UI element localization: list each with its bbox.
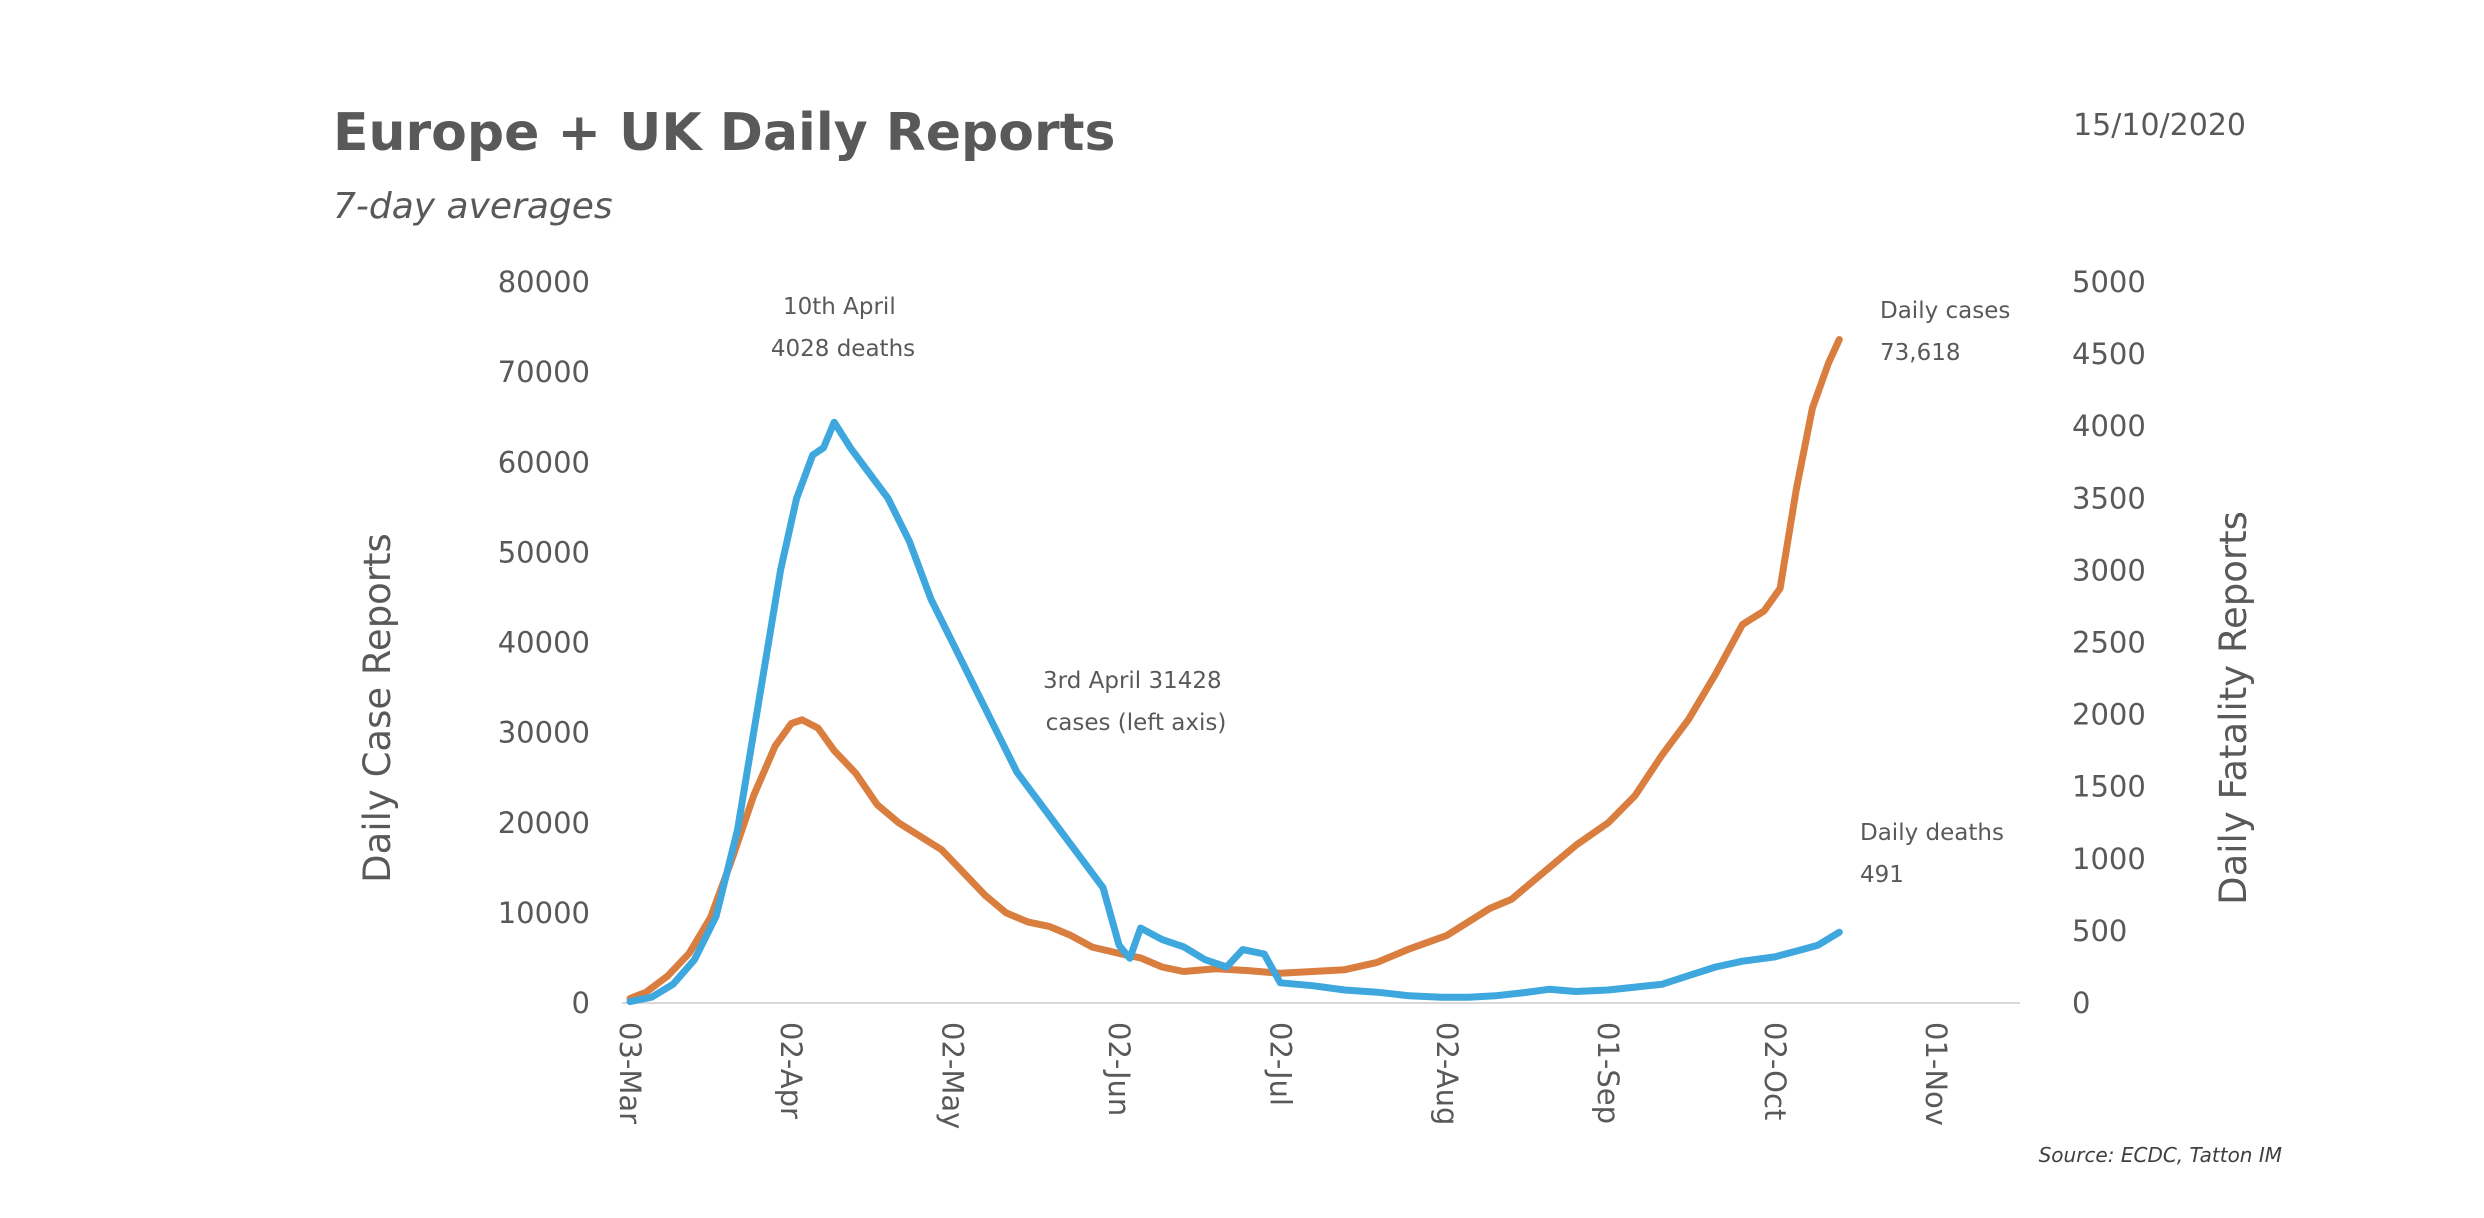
chart-title: Europe + UK Daily Reports bbox=[333, 103, 1115, 163]
x-axis-tick-label: 02-Aug bbox=[1430, 1022, 1464, 1125]
left-axis-title: Daily Case Reports bbox=[356, 533, 399, 883]
right-axis-ticks: 0 500 1000 1500 2000 2500 3000 3500 4000 4500 5000 bbox=[2072, 265, 2146, 1020]
annotation-daily-deaths-latest-line2: 491 bbox=[1860, 862, 1904, 888]
left-axis-tick-label: 40000 bbox=[498, 626, 590, 660]
left-axis-tick-label: 0 bbox=[572, 986, 590, 1020]
left-axis-ticks: 0 10000 20000 30000 40000 50000 60000 70000 8000… bbox=[498, 265, 590, 1020]
right-axis-tick-label: 1000 bbox=[2072, 842, 2146, 876]
right-axis-tick-label: 0 bbox=[2072, 986, 2090, 1020]
annotation-cases-peak: 3rd April 31428 cases (left axis) bbox=[1043, 668, 1229, 736]
left-axis-tick-label: 70000 bbox=[498, 355, 590, 389]
annotation-cases-peak-line1: 3rd April 31428 bbox=[1043, 668, 1222, 694]
right-axis-tick-label: 3000 bbox=[2072, 553, 2146, 587]
series-daily-cases-line bbox=[626, 336, 1843, 1002]
left-axis-tick-label: 20000 bbox=[498, 806, 590, 840]
annotation-daily-cases-latest: Daily cases 73,618 bbox=[1880, 298, 2018, 366]
left-axis-tick-label: 60000 bbox=[498, 445, 590, 479]
report-date: 15/10/2020 bbox=[2073, 108, 2246, 143]
x-axis-tick-label: 02-Apr bbox=[774, 1022, 808, 1119]
x-axis-ticks: 03-Mar 02-Apr 02-May 02-Jun 02-Jul 02-Aug 01-S… bbox=[613, 1022, 1953, 1129]
annotation-deaths-peak-line2: 4028 deaths bbox=[771, 336, 915, 362]
left-axis-tick-label: 30000 bbox=[498, 716, 590, 750]
right-axis-title: Daily Fatality Reports bbox=[2212, 511, 2255, 905]
x-axis-tick-label: 02-Oct bbox=[1758, 1022, 1792, 1120]
series-daily-deaths-line bbox=[626, 418, 1843, 1006]
right-axis-tick-label: 1500 bbox=[2072, 770, 2146, 804]
x-axis-tick-label: 01-Sep bbox=[1591, 1022, 1625, 1124]
chart-subtitle: 7-day averages bbox=[333, 186, 613, 227]
right-axis-tick-label: 3500 bbox=[2072, 481, 2146, 515]
right-axis-tick-label: 500 bbox=[2072, 914, 2127, 948]
right-axis-tick-label: 2000 bbox=[2072, 698, 2146, 732]
x-axis-tick-label: 01-Nov bbox=[1919, 1022, 1953, 1126]
x-axis-tick-label: 02-Jun bbox=[1102, 1022, 1136, 1116]
right-axis-tick-label: 5000 bbox=[2072, 265, 2146, 299]
source-note: Source: ECDC, Tatton IM bbox=[2039, 1143, 2282, 1167]
annotation-cases-peak-line2: cases (left axis) bbox=[1046, 710, 1227, 736]
right-axis-tick-label: 4000 bbox=[2072, 409, 2146, 443]
annotation-deaths-peak: 10th April 4028 deaths bbox=[771, 294, 915, 362]
left-axis-tick-label: 10000 bbox=[498, 896, 590, 930]
x-axis-tick-label: 02-Jul bbox=[1263, 1022, 1297, 1106]
left-axis-tick-label: 80000 bbox=[498, 265, 590, 299]
annotation-daily-deaths-latest: Daily deaths 491 bbox=[1860, 820, 2011, 888]
right-axis-tick-label: 4500 bbox=[2072, 337, 2146, 371]
right-axis-tick-label: 2500 bbox=[2072, 626, 2146, 660]
left-axis-tick-label: 50000 bbox=[498, 535, 590, 569]
annotation-deaths-peak-line1: 10th April bbox=[783, 294, 896, 320]
x-axis-tick-label: 02-May bbox=[935, 1022, 969, 1129]
annotation-daily-deaths-latest-line1: Daily deaths bbox=[1860, 820, 2004, 846]
annotation-daily-cases-latest-line1: Daily cases bbox=[1880, 298, 2010, 324]
annotation-daily-cases-latest-line2: 73,618 bbox=[1880, 340, 1960, 366]
x-axis-tick-label: 03-Mar bbox=[613, 1022, 647, 1124]
